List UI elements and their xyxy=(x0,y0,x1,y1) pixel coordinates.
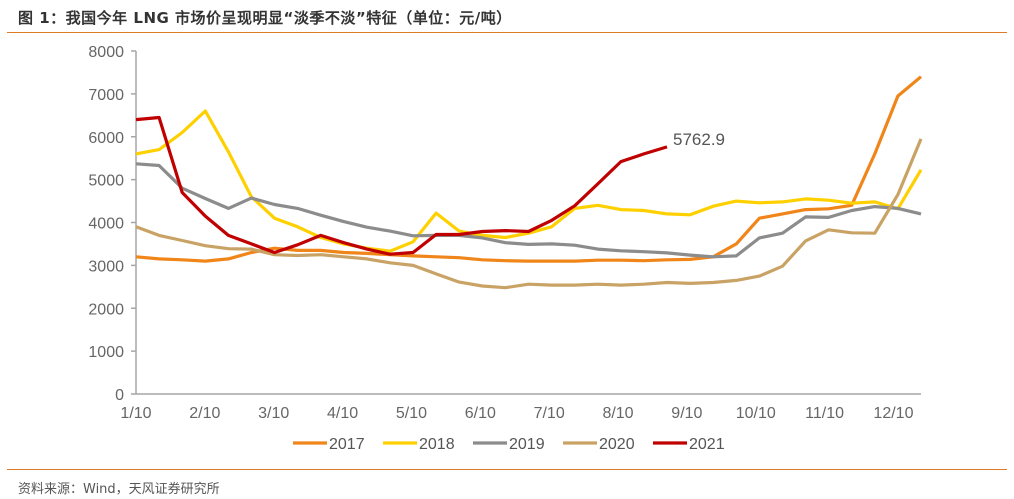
x-tick-label: 5/10 xyxy=(396,405,427,422)
series-line-2021 xyxy=(135,115,668,256)
y-tick-label: 0 xyxy=(115,387,124,404)
y-tick-label: 7000 xyxy=(88,87,124,104)
x-tick-label: 8/10 xyxy=(602,405,633,422)
y-tick-label: 1000 xyxy=(88,344,124,361)
series-line-2020 xyxy=(135,138,923,290)
x-tick-label: 3/10 xyxy=(258,405,289,422)
y-tick-label: 2000 xyxy=(88,301,124,318)
y-tick-label: 8000 xyxy=(88,44,124,61)
data-label-2021-last: 5762.9 xyxy=(673,130,725,149)
legend-label-2017: 2017 xyxy=(329,436,365,453)
y-tick-label: 6000 xyxy=(88,130,124,147)
x-tick-label: 7/10 xyxy=(534,405,565,422)
y-tick-label: 3000 xyxy=(88,258,124,275)
x-tick-label: 9/10 xyxy=(671,405,702,422)
legend-label-2021: 2021 xyxy=(689,436,725,453)
y-tick-label: 4000 xyxy=(88,216,124,233)
legend-label-2019: 2019 xyxy=(509,436,545,453)
series-line-2018 xyxy=(135,109,923,253)
figure-title: 图 1：我国今年 LNG 市场价呈现明显“淡季不淡”特征（单位：元/吨） xyxy=(18,9,512,27)
x-tick-label: 1/10 xyxy=(120,405,151,422)
x-tick-label: 10/10 xyxy=(736,405,776,422)
source-note: 资料来源：Wind，天风证券研究所 xyxy=(18,482,220,497)
legend-label-2020: 2020 xyxy=(599,436,635,453)
x-tick-label: 11/10 xyxy=(805,405,844,422)
top-divider xyxy=(7,32,1007,33)
series-line-2019 xyxy=(135,162,922,259)
x-tick-label: 4/10 xyxy=(327,405,358,422)
x-tick-label: 2/10 xyxy=(189,405,220,422)
x-tick-label: 12/10 xyxy=(873,405,913,422)
y-tick-label: 5000 xyxy=(88,173,124,190)
x-tick-label: 6/10 xyxy=(465,405,496,422)
bottom-divider xyxy=(7,469,1007,470)
legend-label-2018: 2018 xyxy=(419,436,455,453)
